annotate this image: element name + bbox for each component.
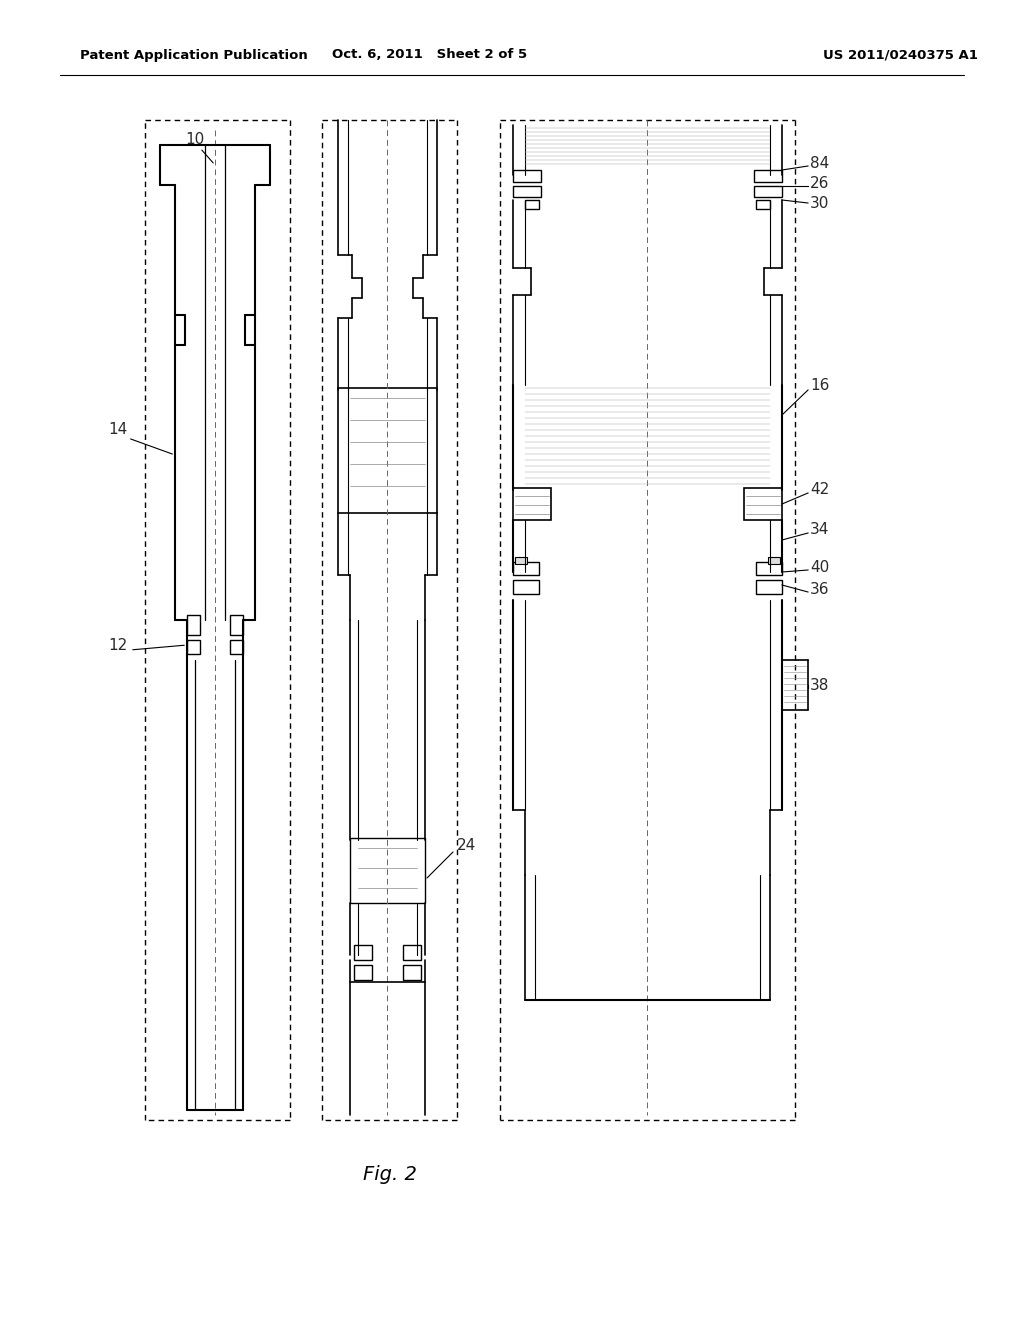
Bar [354,945,372,960]
Bar [744,488,782,520]
Text: 42: 42 [810,483,829,498]
Text: 38: 38 [810,677,829,693]
Text: Patent Application Publication: Patent Application Publication [80,49,308,62]
Bar [756,562,782,576]
Bar [230,615,243,635]
Bar [754,186,782,197]
Bar [187,640,200,653]
Bar [515,557,527,564]
Bar [403,965,421,979]
Text: 24: 24 [457,837,476,853]
Text: 30: 30 [810,195,829,210]
Bar [230,640,243,653]
Text: Fig. 2: Fig. 2 [364,1166,417,1184]
Text: 14: 14 [108,422,127,437]
Bar [768,557,780,564]
Bar [756,579,782,594]
Bar [513,562,539,576]
Bar [513,170,541,182]
Text: 84: 84 [810,156,829,170]
Text: 10: 10 [185,132,204,148]
Text: 12: 12 [108,638,127,652]
Text: 34: 34 [810,523,829,537]
Bar [187,615,200,635]
Text: 36: 36 [810,582,829,598]
Bar [338,388,437,513]
Bar [754,170,782,182]
Bar [513,579,539,594]
Bar [350,838,425,903]
Bar [513,488,551,520]
Text: 26: 26 [810,176,829,190]
Bar [525,201,539,209]
Bar [403,945,421,960]
Text: US 2011/0240375 A1: US 2011/0240375 A1 [822,49,978,62]
Text: Oct. 6, 2011   Sheet 2 of 5: Oct. 6, 2011 Sheet 2 of 5 [333,49,527,62]
Text: 16: 16 [810,378,829,392]
Bar [513,186,541,197]
Text: 40: 40 [810,561,829,576]
Bar [756,201,770,209]
Bar [354,965,372,979]
